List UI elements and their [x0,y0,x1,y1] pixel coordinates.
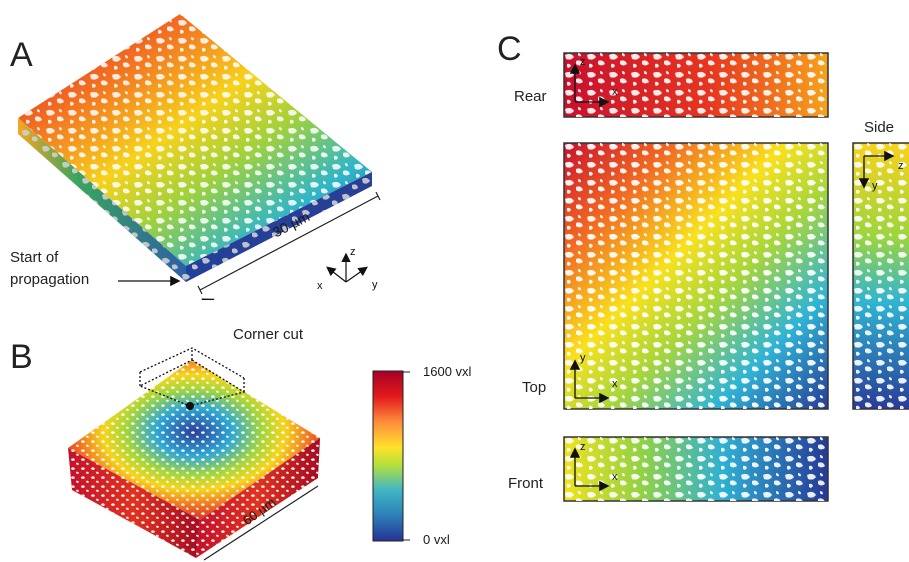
side-label: Side [864,119,895,136]
dimension-line-b [203,485,319,561]
top-axis2: x [612,378,618,390]
panel-b-block [68,347,320,561]
panel-a-block [18,14,381,300]
side-axis1: z [898,160,904,172]
axis-y-label: y [372,279,378,291]
axis-triad-icon [326,252,368,283]
front-axis2: x [612,471,618,483]
front-axis-icon [569,447,610,492]
side-axis2: y [872,180,878,192]
panel-a-letter: A [10,36,33,74]
rear-axis1: z [580,56,586,68]
start-label-line1: Start of [10,249,59,266]
front-slice [563,436,829,502]
axis-z-label: z [350,246,356,258]
rear-axis2: x [612,86,618,98]
front-axis1: z [580,441,586,453]
colorbar-min-label: 0 vxl [423,532,450,547]
top-axis-icon [569,359,610,404]
corner-point [186,402,194,410]
panel-b-letter: B [10,338,33,376]
top-axis1: y [580,352,586,364]
axis-x-label: x [317,280,323,292]
colorbar [372,370,410,542]
side-slice [852,142,909,410]
rear-slice [563,52,829,118]
front-label: Front [508,475,544,492]
dimension-line-a [199,195,379,291]
rear-label: Rear [514,88,547,105]
top-slice [563,142,829,410]
start-label-line2: propagation [10,271,90,288]
colorbar-max-label: 1600 vxl [423,364,472,379]
panel-c-letter: C [497,30,522,68]
rear-axis-icon [569,63,610,108]
top-label: Top [522,379,547,396]
side-axis-icon [858,150,895,189]
corner-cut-label: Corner cut [233,326,304,343]
